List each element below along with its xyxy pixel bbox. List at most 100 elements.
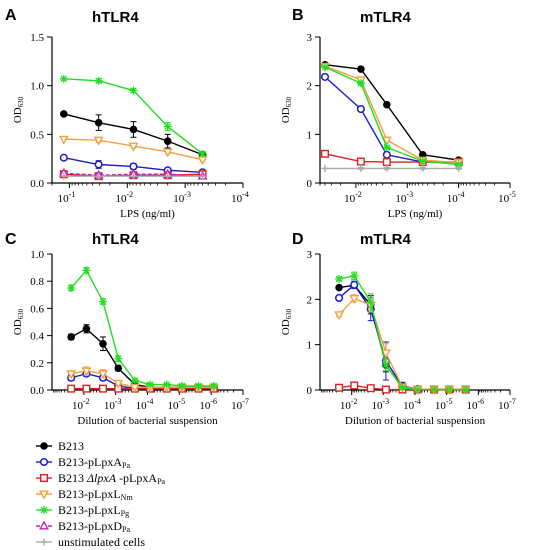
data-point [58,135,69,145]
data-point [60,110,68,118]
series-pLpxLPg [335,271,470,394]
series-line [70,269,214,387]
data-point [59,153,68,162]
legend-entry-pLpxL: B213-pLpxLNm [36,487,133,502]
data-point [164,172,172,180]
data-point [113,379,124,389]
data-point [366,298,375,307]
panel-title: hTLR4 [92,231,139,248]
data-point [382,150,391,159]
series-pLpxLPg [320,63,463,169]
series-line [338,284,466,391]
y-tick-label: 0.6 [30,303,44,315]
panel-title: mTLR4 [360,9,411,26]
x-tick-label: 10-4 [231,190,249,205]
y-tick-label: 0.2 [30,358,44,370]
data-point [398,383,407,392]
x-tick-label: 10-3 [104,397,122,412]
y-tick-label: 2 [307,81,313,93]
x-tick-label: 10-4 [136,397,154,412]
series-pLpxA [320,72,463,167]
x-tick-label: 10-7 [498,397,516,412]
y-tick-label: 0 [307,178,313,190]
data-point [350,280,359,289]
data-point [82,384,91,393]
data-point [130,376,139,385]
y-tick-label: 1.5 [30,32,44,44]
data-point [357,65,365,73]
data-point [129,172,137,180]
y-tick-label: 0.5 [30,129,44,141]
data-point [335,383,344,392]
y-axis-label: OD630 [12,96,25,123]
x-axis-label: Dilution of bacterial suspension [77,415,218,427]
x-tick-label: 10-2 [115,190,133,205]
data-point [419,164,427,172]
data-point [381,136,392,146]
x-axis-label: LPS (ng/ml) [120,208,175,220]
series-line [338,297,466,391]
legend-marker [39,520,49,530]
data-point [67,284,76,292]
data-point [356,157,365,166]
y-tick-label: 0.4 [30,331,44,343]
series-line [324,65,459,164]
data-point [349,294,360,304]
x-tick-label: 10-3 [173,190,191,205]
data-point [320,149,329,158]
legend-entry-pLpxD: B213-pLpxDPa [36,519,130,534]
data-point [59,74,68,83]
y-axis-label: OD630 [12,308,25,335]
legend-entry-B213: B213 [36,439,84,453]
legend-marker [39,490,49,500]
data-point [335,283,343,292]
data-point [413,385,422,394]
panel-letter: C [5,231,17,248]
panel-title: hTLR4 [92,9,139,26]
y-tick-label: 3 [307,249,313,261]
data-point [163,137,172,145]
y-tick-label: 0.0 [30,385,44,397]
y-tick-label: 1 [307,340,313,352]
y-tick-label: 0 [307,385,313,397]
data-point [82,325,91,333]
data-point [357,164,365,172]
series-pLpxLPg [59,74,207,158]
data-point [381,361,390,370]
x-axis-label: Dilution of bacterial suspension [345,415,486,427]
data-point [66,370,77,380]
data-point [350,381,359,390]
data-point [129,162,138,171]
data-point [356,79,365,88]
y-tick-label: 1.0 [30,81,44,93]
data-point [60,172,68,180]
y-tick-label: 3 [307,32,313,44]
data-point [129,125,138,134]
legend-label: B213 [58,439,84,453]
data-point [445,385,454,394]
data-point [99,339,107,348]
data-point [98,384,107,393]
data-point [380,349,391,359]
data-point [67,333,75,341]
data-point [162,148,173,158]
x-tick-label: 10-2 [340,397,358,412]
series-B213 [321,60,463,164]
y-tick-label: 0.8 [30,276,44,288]
legend-label: B213 ΔlpxA -pLpxAPa [58,471,166,486]
series-line [324,66,459,166]
data-point [162,380,171,389]
data-point [177,381,186,390]
legend-label: B213-pLpxAPa [58,455,130,470]
x-tick-label: 10-7 [231,397,249,412]
data-point [430,385,439,394]
data-point [381,385,390,394]
x-tick-label: 10-6 [199,397,217,412]
data-point [67,384,76,393]
legend-entry-pLpxA: B213-pLpxAPa [36,455,130,470]
